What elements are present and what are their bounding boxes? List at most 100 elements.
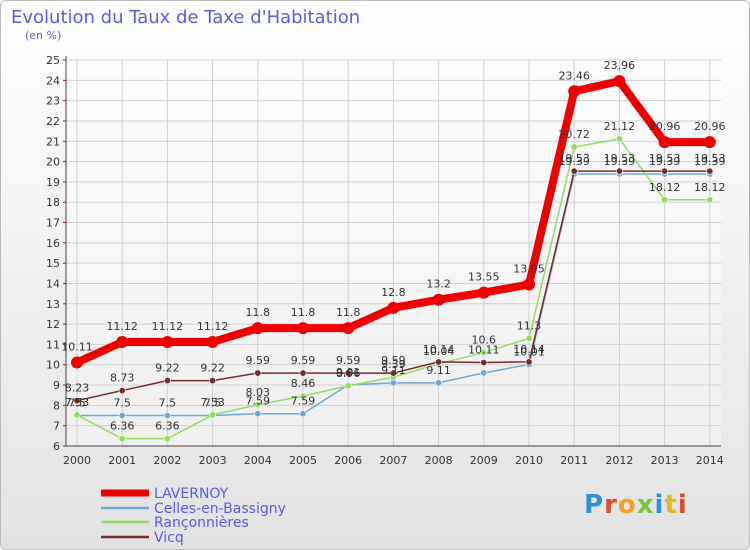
proxiti-logo: Proxiti xyxy=(584,490,688,520)
y-tick-label: 11 xyxy=(46,338,60,351)
data-label: 7.59 xyxy=(291,395,316,408)
x-tick-label: 2008 xyxy=(425,454,453,467)
y-tick-label: 13 xyxy=(46,298,60,311)
data-label: 21.12 xyxy=(604,120,636,133)
data-point xyxy=(480,369,488,377)
data-point xyxy=(209,411,217,419)
data-label: 6.36 xyxy=(155,420,180,433)
data-point xyxy=(387,301,400,314)
data-label: 13.2 xyxy=(426,278,451,291)
legend-label-0: LAVERNOY xyxy=(154,486,229,502)
data-label: 9.59 xyxy=(246,354,271,367)
data-point xyxy=(480,349,488,357)
data-point xyxy=(116,335,129,348)
data-point xyxy=(163,412,171,420)
data-point xyxy=(342,322,355,335)
data-label: 8.96 xyxy=(336,367,361,380)
x-tick-label: 2009 xyxy=(470,454,498,467)
data-label: 9.01 xyxy=(336,366,361,379)
data-point xyxy=(615,167,623,175)
data-label: 10.11 xyxy=(61,341,93,354)
data-point xyxy=(299,410,307,418)
data-label: 7.5 xyxy=(159,397,177,410)
data-label: 9.59 xyxy=(381,354,406,367)
data-label: 7.5 xyxy=(204,397,222,410)
x-tick-label: 2011 xyxy=(560,454,588,467)
data-label: 13.95 xyxy=(513,262,545,275)
data-point xyxy=(161,335,174,348)
data-label: 9.59 xyxy=(336,354,361,367)
data-point xyxy=(568,85,581,98)
data-label: 7.53 xyxy=(200,396,225,409)
data-label: 20.96 xyxy=(649,120,681,133)
x-tick-label: 2005 xyxy=(289,454,317,467)
x-tick-label: 2012 xyxy=(605,454,633,467)
data-point xyxy=(254,369,262,377)
legend-label-2: Rançonnières xyxy=(154,515,249,531)
data-label: 19.53 xyxy=(558,152,590,165)
legend-label-1: Celles-en-Bassigny xyxy=(154,501,286,517)
y-tick-label: 20 xyxy=(46,156,60,169)
data-point xyxy=(389,369,397,377)
y-tick-label: 7 xyxy=(53,420,60,433)
data-point xyxy=(299,369,307,377)
y-tick-label: 12 xyxy=(46,318,60,331)
x-tick-label: 2010 xyxy=(515,454,543,467)
data-point xyxy=(570,143,578,151)
data-label: 23.46 xyxy=(558,69,590,82)
y-tick-label: 16 xyxy=(46,237,60,250)
data-point xyxy=(432,293,445,306)
data-label: 11.12 xyxy=(152,320,184,333)
data-label: 6.36 xyxy=(110,420,135,433)
data-point xyxy=(435,379,443,387)
y-tick-label: 14 xyxy=(46,277,60,290)
data-label: 20.72 xyxy=(558,128,590,141)
data-point xyxy=(254,401,262,409)
data-label: 7.59 xyxy=(246,395,271,408)
data-point xyxy=(480,359,488,367)
data-label: 7.5 xyxy=(68,397,86,410)
data-label: 10.14 xyxy=(423,343,455,356)
y-tick-label: 23 xyxy=(46,95,60,108)
y-tick-label: 17 xyxy=(46,217,60,230)
data-label: 19.53 xyxy=(604,152,636,165)
data-label: 7.53 xyxy=(65,396,90,409)
x-tick-label: 2004 xyxy=(244,454,272,467)
data-label: 18.12 xyxy=(694,181,726,194)
data-point xyxy=(658,136,671,149)
x-tick-label: 2000 xyxy=(63,454,91,467)
data-point xyxy=(344,369,352,377)
y-tick-label: 24 xyxy=(46,74,60,87)
x-tick-label: 2001 xyxy=(108,454,136,467)
y-tick-label: 21 xyxy=(46,135,60,148)
y-tick-label: 25 xyxy=(46,54,60,67)
y-tick-label: 18 xyxy=(46,196,60,209)
data-point xyxy=(118,387,126,395)
data-point xyxy=(525,358,533,366)
data-label: 19.53 xyxy=(694,152,726,165)
data-label: 9.22 xyxy=(200,362,225,375)
x-tick-label: 2006 xyxy=(334,454,362,467)
data-label: 9.11 xyxy=(381,364,406,377)
data-label: 11.12 xyxy=(106,320,138,333)
data-point xyxy=(703,136,716,149)
data-label: 23.96 xyxy=(604,59,636,72)
y-tick-label: 10 xyxy=(46,359,60,372)
data-point xyxy=(299,392,307,400)
data-label: 19.39 xyxy=(694,155,726,168)
data-point xyxy=(206,335,219,348)
data-label: 19.39 xyxy=(558,155,590,168)
data-point xyxy=(661,196,669,204)
data-point xyxy=(570,167,578,175)
data-point xyxy=(163,435,171,443)
data-point xyxy=(525,334,533,342)
y-tick-label: 22 xyxy=(46,115,60,128)
y-tick-label: 19 xyxy=(46,176,60,189)
data-label: 18.12 xyxy=(649,181,681,194)
data-label: 8.23 xyxy=(65,382,90,395)
data-label: 9.11 xyxy=(426,364,451,377)
y-tick-label: 6 xyxy=(53,440,60,453)
data-point xyxy=(477,286,490,299)
data-point xyxy=(344,382,352,390)
